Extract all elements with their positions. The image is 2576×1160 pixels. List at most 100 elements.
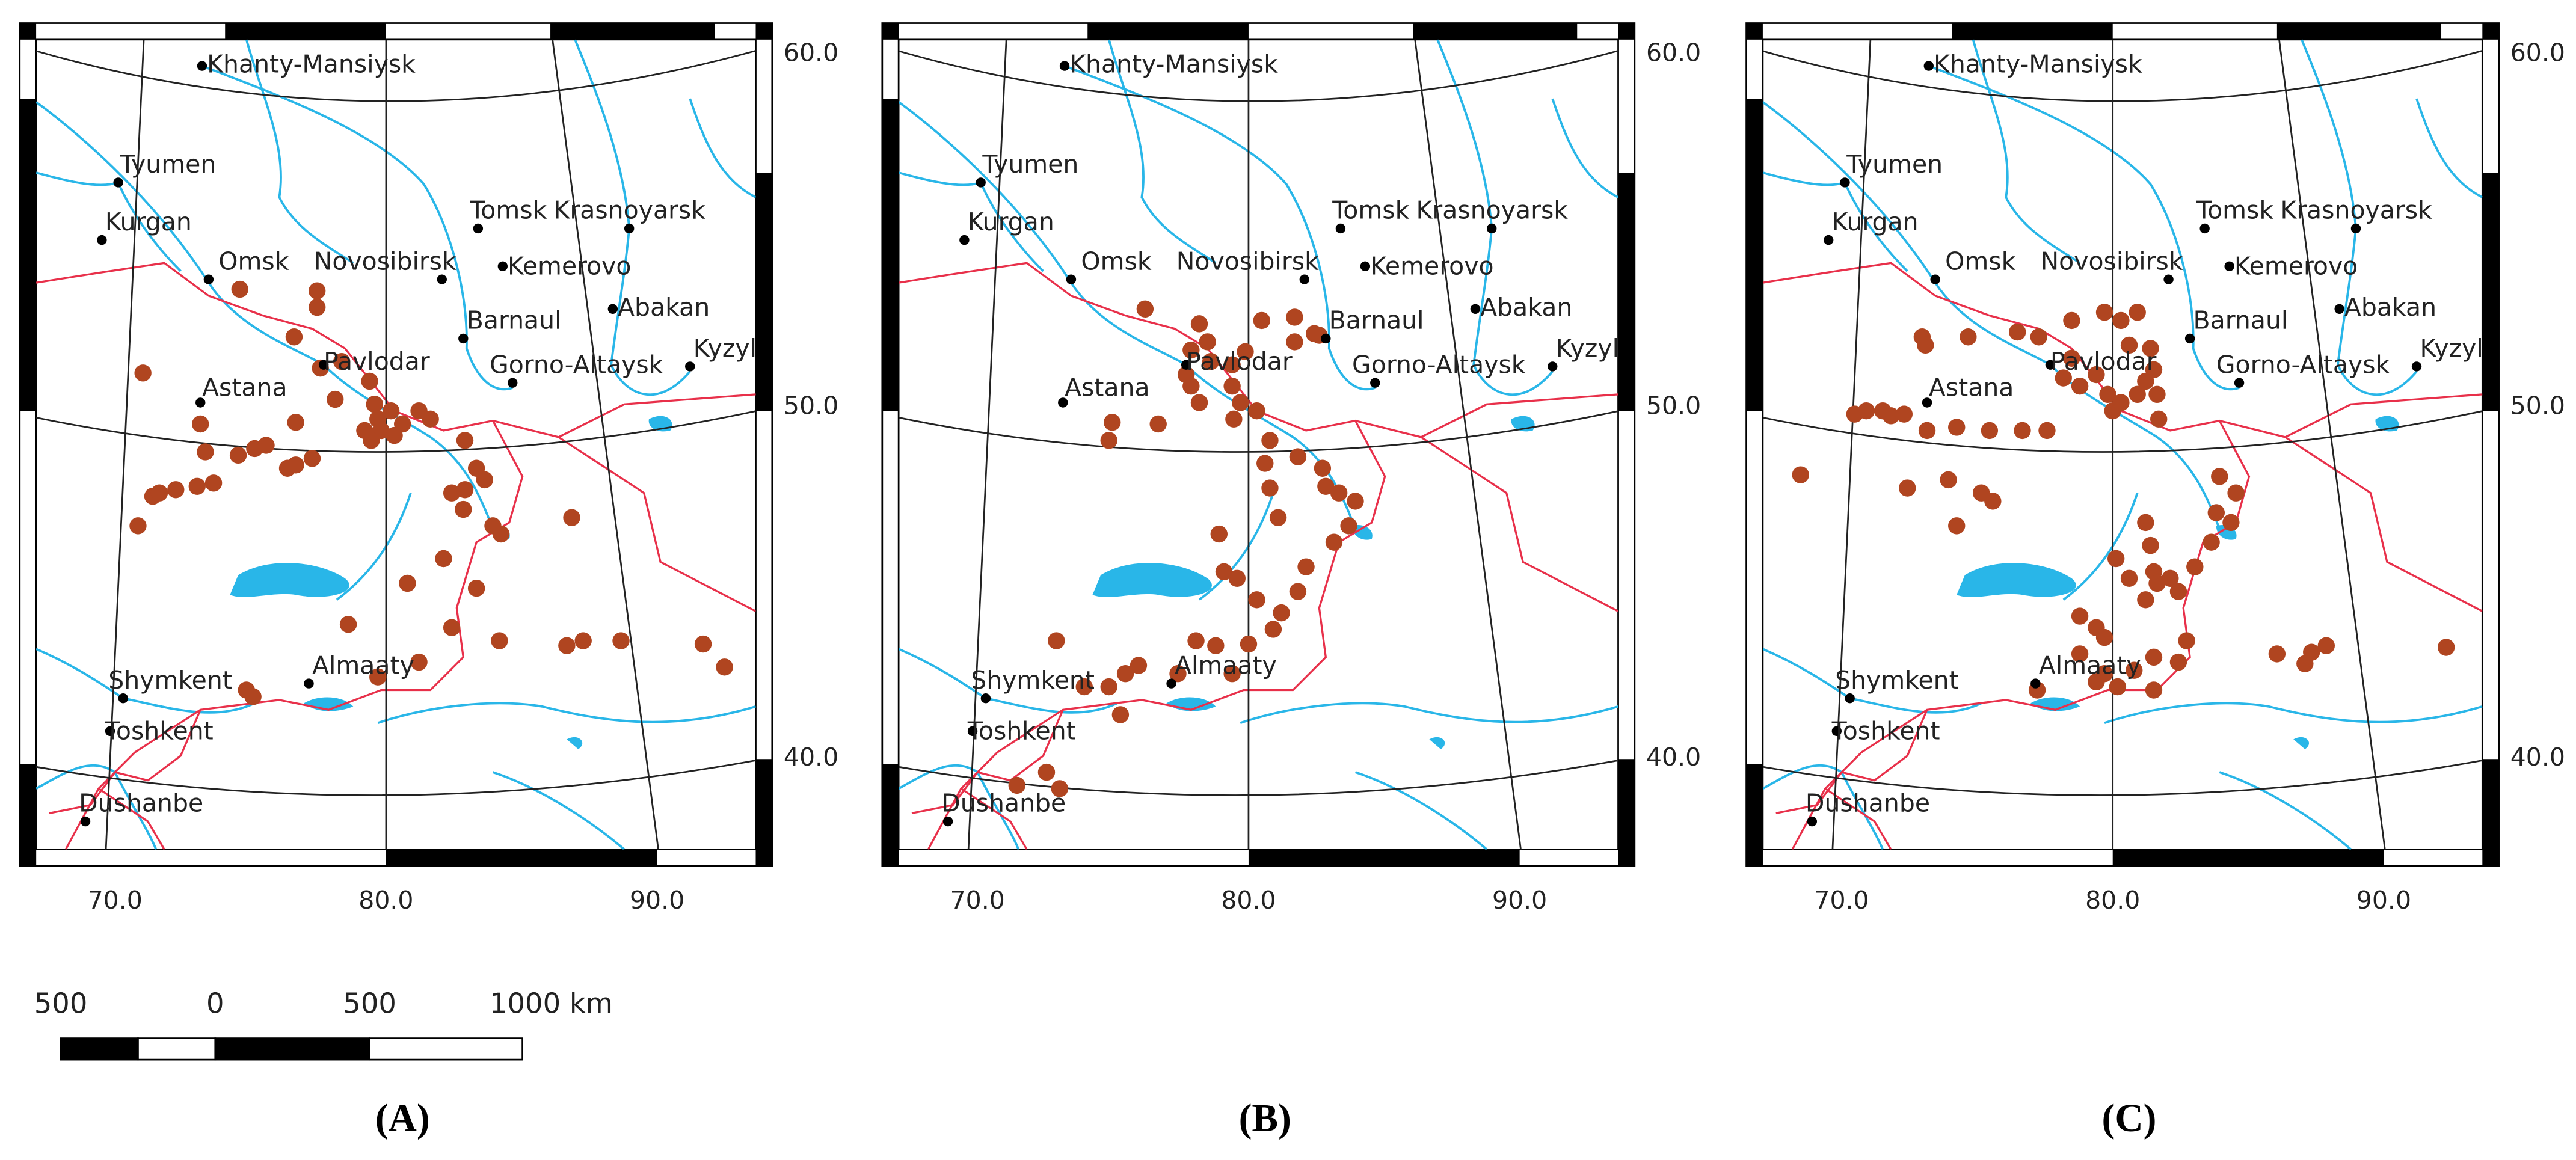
- city-label: Omsk: [218, 247, 289, 275]
- city-dot: [1059, 61, 1070, 71]
- city-dot: [1831, 726, 1842, 736]
- city-dot: [197, 61, 207, 71]
- frame-segment: [19, 764, 37, 866]
- sample-point: [716, 658, 733, 676]
- lake: [2293, 737, 2310, 749]
- river: [2301, 39, 2418, 396]
- sample-point: [1149, 415, 1167, 433]
- sample-point: [2142, 536, 2159, 554]
- city-label: Almaaty: [1175, 651, 1277, 680]
- sample-point: [1248, 591, 1265, 609]
- sample-point: [134, 364, 152, 382]
- city-label: Kemerovo: [2234, 252, 2358, 281]
- city-dot: [97, 235, 107, 245]
- sample-point: [476, 471, 493, 489]
- sample-point: [1286, 333, 1303, 351]
- river: [1198, 493, 1274, 601]
- city-label: Omsk: [1945, 247, 2016, 275]
- river: [1064, 64, 1376, 391]
- city-label: Khanty-Mansiysk: [1934, 50, 2142, 79]
- city-label: Kyzyl: [693, 334, 757, 363]
- frame-segment: [1746, 99, 1763, 411]
- river: [1354, 771, 1488, 850]
- sample-point: [204, 474, 223, 492]
- frame-segment: [19, 23, 37, 40]
- frame-segment: [1248, 849, 1520, 866]
- city-dot: [2350, 223, 2361, 234]
- latitude-line: [899, 49, 1618, 102]
- city-label: Dushanbe: [941, 789, 1066, 818]
- sample-point: [2227, 484, 2245, 502]
- frame-segment: [2276, 23, 2442, 40]
- river: [689, 98, 756, 198]
- sample-point: [2063, 349, 2080, 367]
- frame-segment: [225, 23, 386, 40]
- frame-segment: [755, 759, 772, 866]
- city-dot: [2163, 274, 2174, 284]
- city-label: Almaaty: [312, 651, 414, 680]
- sample-point: [257, 437, 275, 454]
- city-label: Kurgan: [968, 207, 1054, 236]
- city-label: Gorno-Altaysk: [490, 350, 663, 379]
- sample-point: [1918, 422, 1936, 440]
- lake: [1429, 737, 1445, 749]
- lake: [1957, 563, 2076, 597]
- sample-point: [1261, 432, 1279, 449]
- sample-point: [2150, 410, 2168, 428]
- sample-point: [2211, 468, 2228, 485]
- sample-point: [386, 426, 403, 444]
- city-dot: [1845, 693, 1855, 704]
- sample-point: [2038, 422, 2056, 440]
- sample-point: [1248, 402, 1265, 420]
- city-label: Shymkent: [1835, 666, 1959, 695]
- sample-point: [197, 443, 214, 461]
- city-label: Barnaul: [467, 306, 562, 335]
- sample-point: [2071, 645, 2089, 663]
- sample-point: [308, 282, 326, 299]
- city-dot: [2199, 223, 2210, 234]
- city-dot: [1360, 261, 1371, 271]
- latitude-label: 60.0: [1646, 38, 1701, 67]
- latitude-line: [36, 410, 756, 453]
- sample-point: [369, 668, 387, 686]
- sample-point: [1075, 678, 1093, 696]
- city-dot: [1166, 678, 1176, 689]
- sample-point: [1948, 419, 1966, 436]
- sample-point: [1289, 583, 1307, 600]
- sample-point: [1116, 664, 1134, 683]
- sample-point: [2145, 648, 2163, 666]
- city-label: Shymkent: [108, 666, 232, 695]
- frame-segment: [550, 23, 715, 40]
- sample-point: [1048, 632, 1065, 649]
- river: [1436, 39, 1554, 396]
- city-dot: [304, 678, 314, 689]
- map-panel: Khanty-Mansiysk Tyumen Kurgan Omsk Novosibir…: [881, 22, 1701, 915]
- sample-point: [2129, 304, 2146, 321]
- city-dot: [105, 726, 115, 736]
- sample-point: [2112, 394, 2130, 411]
- sample-point: [2095, 304, 2113, 321]
- sample-point: [1182, 377, 1200, 395]
- sample-point: [1207, 637, 1225, 654]
- panel-label: (A): [375, 1097, 430, 1140]
- sample-point: [1289, 448, 1307, 465]
- sample-point: [1187, 632, 1205, 649]
- map-content: [1762, 39, 2483, 850]
- lake: [1092, 563, 1212, 597]
- frame-segment: [2112, 849, 2384, 866]
- sample-point: [2099, 385, 2116, 404]
- sample-point: [1037, 763, 1056, 781]
- latitude-line: [899, 410, 1618, 453]
- scale-label: 500: [34, 987, 88, 1019]
- sample-point: [1210, 525, 1228, 543]
- city-label: Novosibirsk: [314, 247, 456, 275]
- city-dot: [497, 261, 508, 271]
- sample-point: [303, 450, 321, 467]
- frame-segment: [2482, 23, 2499, 40]
- sample-point: [1347, 493, 1364, 510]
- sample-point: [2222, 514, 2240, 532]
- city-label: Abakan: [618, 293, 710, 322]
- sample-point: [1269, 509, 1287, 526]
- city-label: Dushanbe: [1806, 789, 1930, 818]
- frame-segment: [386, 849, 657, 866]
